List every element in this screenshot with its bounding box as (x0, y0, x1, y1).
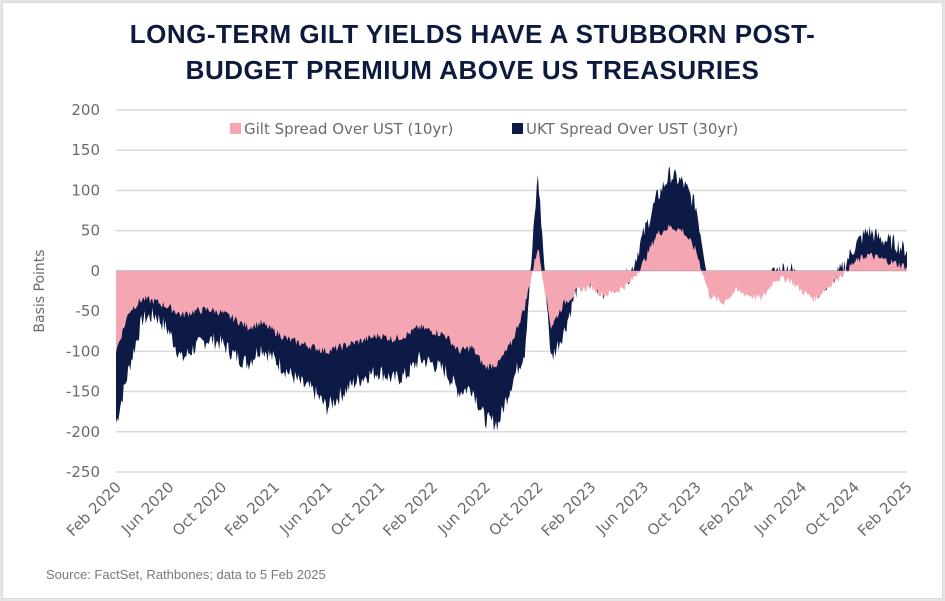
x-tick-label: Oct 2022 (485, 478, 546, 539)
x-tick-label: Feb 2025 (854, 478, 916, 540)
source-note: Source: FactSet, Rathbones; data to 5 Fe… (46, 567, 326, 582)
x-tick-label: Jun 2022 (434, 478, 494, 538)
legend-swatch-gilt-10yr (230, 123, 241, 134)
x-tick-label: Oct 2020 (169, 478, 230, 539)
y-tick-label: 150 (71, 141, 100, 159)
y-tick-label: -50 (76, 302, 101, 320)
x-tick-label: Jun 2024 (750, 478, 810, 538)
x-tick-label: Feb 2021 (221, 478, 283, 540)
x-tick-label: Feb 2023 (538, 478, 600, 540)
y-tick-label: -100 (66, 342, 100, 360)
x-tick-label: Jun 2023 (592, 478, 652, 538)
y-tick-label: 50 (81, 222, 100, 240)
chart-title: LONG-TERM GILT YIELDS HAVE A STUBBORN PO… (0, 16, 945, 88)
x-tick-label: Oct 2024 (802, 478, 863, 539)
legend-label-ukt-30yr: UKT Spread Over UST (30yr) (526, 120, 738, 138)
x-tick-label: Jun 2020 (117, 478, 177, 538)
y-axis-ticks: 200 150 100 50 0 -50 -100 -150 -200 -250 (66, 101, 100, 481)
y-tick-label: -150 (66, 383, 100, 401)
x-tick-label: Feb 2022 (379, 478, 441, 540)
y-tick-label: 0 (90, 262, 100, 280)
y-tick-label: 200 (71, 101, 100, 119)
y-tick-label: 100 (71, 181, 100, 199)
x-tick-label: Oct 2023 (643, 478, 704, 539)
y-axis-label: Basis Points (32, 249, 48, 332)
chart-areas (116, 166, 907, 432)
y-tick-label: -200 (66, 423, 100, 441)
x-tick-label: Feb 2024 (696, 478, 758, 540)
legend-swatch-ukt-30yr (512, 123, 523, 134)
x-tick-label: Jun 2021 (275, 478, 335, 538)
x-tick-label: Oct 2021 (327, 478, 388, 539)
chart-title-line-2: BUDGET PREMIUM ABOVE US TREASURIES (185, 55, 760, 85)
y-tick-label: -250 (66, 463, 100, 481)
x-tick-label: Feb 2020 (63, 478, 125, 540)
legend-label-gilt-10yr: Gilt Spread Over UST (10yr) (244, 120, 453, 138)
area-gilt-10yr (116, 224, 907, 371)
legend: Gilt Spread Over UST (10yr) UKT Spread O… (230, 120, 738, 138)
chart-title-line-1: LONG-TERM GILT YIELDS HAVE A STUBBORN PO… (129, 19, 816, 49)
